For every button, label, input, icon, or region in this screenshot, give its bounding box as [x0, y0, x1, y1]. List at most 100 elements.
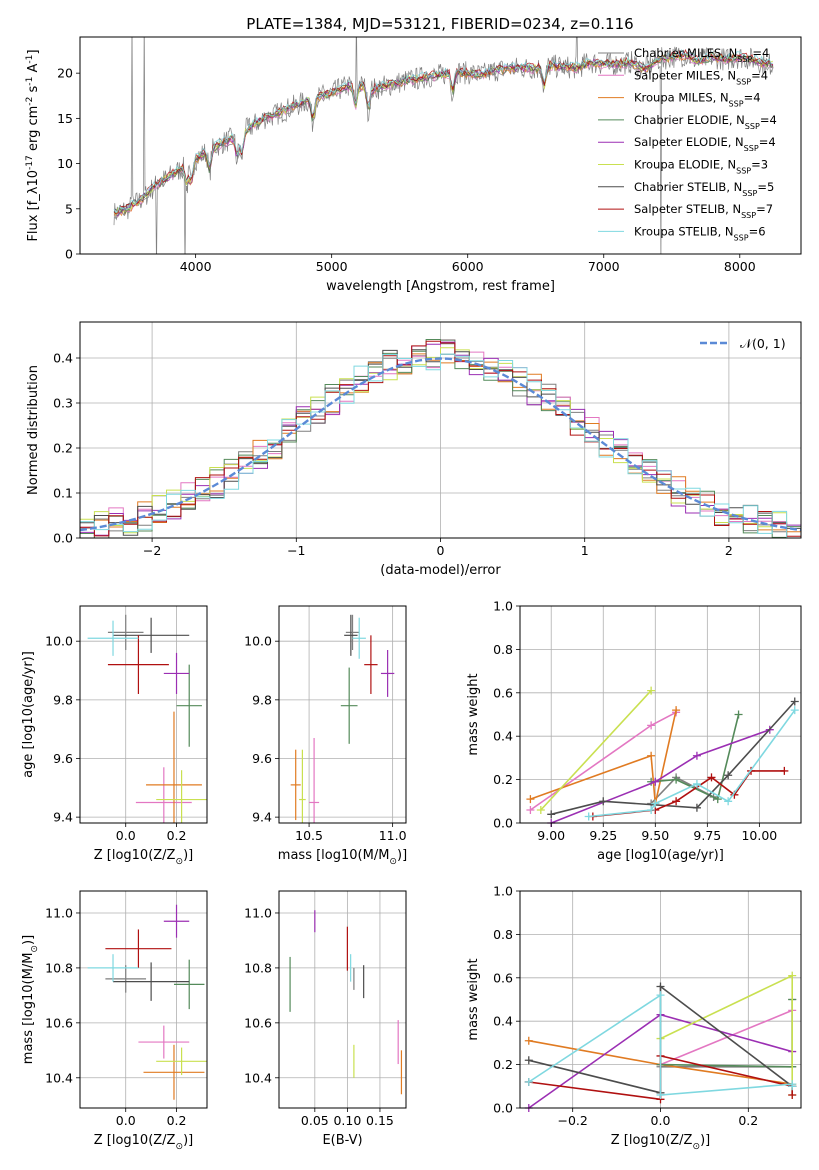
- y-axis-label: Flux [f_λ10-17 erg cm-2 s-1 A-1]: [25, 49, 41, 241]
- series-point: [707, 773, 716, 782]
- series-kroupa-miles: [526, 706, 681, 808]
- y-tick-label: 10.6: [45, 1015, 73, 1030]
- point-salpeter-elodie: [163, 904, 190, 938]
- series-point: [672, 775, 681, 784]
- series-point: [790, 706, 799, 715]
- y-tick-label: 0: [65, 247, 73, 262]
- legend-entry-salpeter-miles: Salpeter MILES, NSSP=4: [634, 68, 768, 86]
- legend-entry-chabrier-elodie: Chabrier ELODIE, NSSP=4: [634, 113, 777, 130]
- plot-area: [87, 614, 207, 823]
- x-tick-label: 7000: [588, 259, 620, 274]
- y-tick-label: 9.8: [252, 692, 272, 707]
- point-chabrier-elodie: [340, 667, 358, 744]
- plot-area: [87, 904, 207, 1100]
- series-point: [780, 766, 789, 775]
- series-point: [790, 697, 799, 706]
- x-tick-label: 2: [725, 543, 733, 558]
- gaussian-curve: [80, 357, 801, 532]
- x-tick-label: −0.2: [558, 1113, 588, 1128]
- series-point: [692, 751, 701, 760]
- y-tick-label: 0.0: [493, 816, 513, 831]
- y-tick-label: 0.6: [493, 685, 513, 700]
- y-tick-label: 0.2: [493, 772, 513, 787]
- x-tick-label: 5000: [316, 259, 348, 274]
- plot-area: [524, 971, 797, 1112]
- y-tick-label: 0.8: [493, 642, 513, 657]
- y-tick-label: 10.4: [244, 1070, 272, 1085]
- legend-entry-chabrier-stelib: Chabrier STELIB, NSSP=5: [634, 180, 774, 198]
- plot-area: [113, 37, 774, 254]
- y-tick-label: 9.4: [53, 810, 73, 825]
- axes-frame: [278, 605, 407, 824]
- series-point: [647, 805, 656, 814]
- y-tick-label: 10.4: [45, 1070, 73, 1085]
- point-kroupa-stelib: [352, 617, 366, 659]
- y-tick-label: 10.0: [45, 634, 73, 649]
- point-kroupa-elodie: [299, 749, 306, 823]
- x-tick-label: 0.2: [738, 1113, 758, 1128]
- series-chabrier-elodie: [647, 710, 743, 804]
- y-tick-label: 0.6: [493, 970, 513, 985]
- point-chabrier-stelib: [113, 962, 190, 1001]
- series-point: [647, 721, 656, 730]
- x-axis-label: mass [log10(M/M⊙)]: [278, 848, 407, 867]
- point-chabrier-stelib: [113, 617, 190, 653]
- x-axis-label: Z [log10(Z/Z⊙)]: [94, 848, 194, 867]
- series-salpeter-stelib: [588, 766, 789, 821]
- series-point: [524, 1077, 533, 1086]
- series-point: [788, 1090, 797, 1099]
- point-kroupa-stelib: [87, 954, 139, 982]
- chart-weight_vs_Z: −0.2 0.0 0.2 0.0 0.2 0.4 0.6 0.8 1.0 Z [log10(Z/Z…: [466, 884, 802, 1152]
- x-tick-label: 11.0: [379, 828, 407, 843]
- series-line: [651, 714, 740, 801]
- x-tick-label: 0.2: [167, 1113, 187, 1128]
- series-line: [588, 709, 796, 818]
- chart-residuals: −2 −1 0 1 2 0.0 0.1 0.2 0.3 0.4 (data-model)/error…: [26, 321, 802, 578]
- y-tick-label: 0.4: [53, 351, 73, 366]
- point-kroupa-miles: [290, 749, 301, 821]
- y-axis-label: mass weight: [466, 958, 481, 1040]
- y-tick-label: 0.8: [493, 927, 513, 942]
- y-axis-label: Normed distribution: [26, 365, 41, 495]
- y-tick-label: 10: [57, 156, 73, 171]
- series-salpeter-elodie: [547, 725, 774, 827]
- point-kroupa-elodie: [156, 770, 207, 823]
- point-kroupa-miles: [143, 1044, 205, 1100]
- y-tick-label: 10.8: [244, 960, 272, 975]
- series-point: [584, 812, 593, 821]
- x-tick-label: 0.05: [301, 1113, 329, 1128]
- y-tick-label: 1.0: [493, 599, 513, 614]
- series-point: [672, 706, 681, 715]
- y-tick-label: 0.0: [53, 531, 73, 546]
- series-point: [672, 797, 681, 806]
- point-salpeter-stelib: [107, 635, 169, 694]
- x-tick-label: 1: [581, 543, 589, 558]
- x-tick-label: 8000: [724, 259, 756, 274]
- spectrum-legend: Chabrier MILES, NSSP=4 Salpeter MILES, NS…: [598, 46, 777, 242]
- x-tick-label: 9.25: [589, 828, 617, 843]
- series-line: [660, 974, 793, 1095]
- point-chabrier-miles: [345, 614, 360, 650]
- y-axis-label: mass weight: [466, 673, 481, 755]
- point-kroupa-stelib: [87, 620, 139, 656]
- y-axis-label: age [log10(age/yr)]: [21, 651, 36, 778]
- point-chabrier-elodie: [173, 959, 205, 1010]
- point-salpeter-miles: [138, 1025, 190, 1059]
- spectrum-model-line-chabrier-stelib: [113, 49, 774, 214]
- series-kroupa-elodie: [536, 686, 656, 814]
- series-kroupa-stelib: [584, 706, 799, 821]
- y-tick-label: 0.2: [493, 1057, 513, 1072]
- x-tick-label: 10.5: [295, 828, 323, 843]
- y-tick-label: 0.0: [493, 1101, 513, 1116]
- y-tick-label: 9.4: [252, 810, 272, 825]
- y-tick-label: 10.6: [244, 1015, 272, 1030]
- y-tick-label: 0.2: [53, 441, 73, 456]
- series-point: [692, 803, 701, 812]
- y-tick-label: 11.0: [244, 905, 272, 920]
- legend-entry-chabrier-miles: Chabrier MILES, NSSP=4: [634, 46, 769, 64]
- x-tick-label: 6000: [452, 259, 484, 274]
- point-chabrier-miles: [105, 965, 147, 993]
- x-tick-label: 0.0: [116, 1113, 136, 1128]
- chart-weight_vs_age: 9.00 9.25 9.50 9.75 10.00 0.0 0.2 0.4 0.6 0.8 1.0 a…: [466, 599, 802, 863]
- series-point: [788, 971, 797, 980]
